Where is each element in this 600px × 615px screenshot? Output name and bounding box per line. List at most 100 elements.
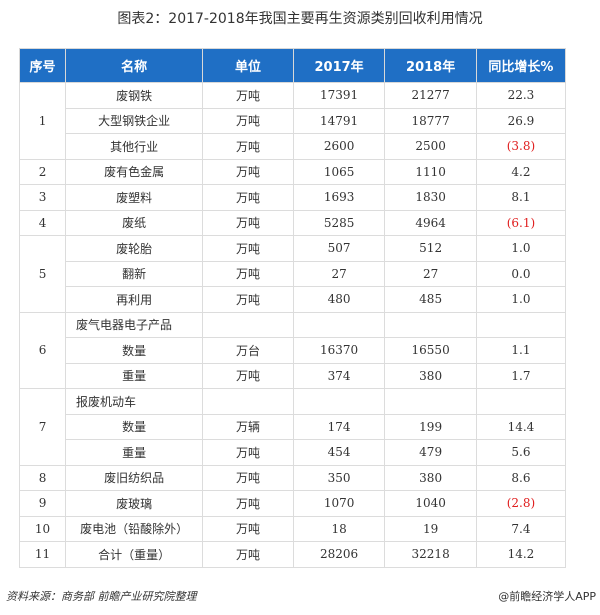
cell-name: 重量 [65,439,204,466]
cell-y2017: 1065 [292,158,386,185]
cell-y2017: 16370 [292,337,386,364]
cell-unit: 万吨 [202,158,294,185]
cell-growth: 22.3 [475,82,567,109]
cell-unit [202,311,294,338]
cell-name: 重量 [65,362,204,389]
cell-name: 废钢铁 [65,82,204,109]
cell-name: 废塑料 [65,184,204,211]
table-row: 7 报废机动车 [18,388,567,466]
cell-growth: (6.1) [475,209,567,236]
cell-name: 报废机动车 [65,388,204,415]
cell-y2018: 380 [384,362,477,389]
cell-growth: (2.8) [475,490,567,517]
cell-y2017: 1070 [292,490,386,517]
cell-y2018: 19 [384,515,477,542]
cell-name: 废气电器电子产品 [65,311,204,338]
cell-growth: 14.4 [475,413,567,440]
column-header: 同比增长% [475,48,567,83]
row-number: 4 [18,209,67,236]
cell-y2018: 199 [384,413,477,440]
cell-y2018: 1040 [384,490,477,517]
table-row: 3 废塑料 万吨 1693 1830 8.1 [18,184,567,211]
cell-y2017: 1693 [292,184,386,211]
cell-unit [202,388,294,415]
column-header: 名称 [65,48,204,83]
cell-growth: 8.6 [475,464,567,491]
row-number: 7 [18,388,67,466]
cell-y2017: 454 [292,439,386,466]
cell-y2018: 32218 [384,541,477,568]
cell-name: 数量 [65,337,204,364]
table-row: 2 废有色金属 万吨 1065 1110 4.2 [18,158,567,185]
cell-y2018: 485 [384,286,477,313]
cell-growth [475,388,567,415]
cell-unit: 万吨 [202,235,294,262]
cell-name: 再利用 [65,286,204,313]
cell-unit: 万吨 [202,286,294,313]
cell-unit: 万吨 [202,260,294,287]
table-row: 4 废纸 万吨 5285 4964 (6.1) [18,209,567,236]
cell-name: 合计（重量） [65,541,204,568]
cell-unit: 万吨 [202,184,294,211]
cell-growth: 1.0 [475,235,567,262]
cell-unit: 万吨 [202,490,294,517]
cell-y2018 [384,388,477,415]
figure-title: 图表2：2017-2018年我国主要再生资源类别回收利用情况 [117,11,483,27]
cell-name: 废纸 [65,209,204,236]
row-number: 2 [18,158,67,185]
cell-unit: 万吨 [202,464,294,491]
cell-name: 废轮胎 [65,235,204,262]
table-row: 重量 万吨 374 380 1.7 [20,362,567,389]
table-row: 其他行业 万吨 2600 2500 (3.8) [20,133,567,160]
row-number: 1 [18,82,67,160]
cell-growth: 1.0 [475,286,567,313]
table-row: 5 废轮胎 万吨 507 512 1.0 [18,235,567,313]
cell-y2017: 14791 [292,107,386,134]
cell-y2017 [292,311,386,338]
cell-name: 翻新 [65,260,204,287]
column-header: 2018年 [384,48,477,83]
cell-y2017: 18 [292,515,386,542]
cell-y2017: 5285 [292,209,386,236]
cell-y2018: 380 [384,464,477,491]
cell-unit: 万吨 [202,107,294,134]
table-row: 大型钢铁企业 万吨 14791 18777 26.9 [20,107,567,134]
column-header: 序号 [18,48,67,83]
cell-y2018: 18777 [384,107,477,134]
cell-growth: 14.2 [475,541,567,568]
cell-growth: 7.4 [475,515,567,542]
table-header: 序号 名称 单位 2017年 2018年 同比增长% [18,48,567,83]
cell-unit: 万吨 [202,362,294,389]
row-number: 6 [18,311,67,389]
cell-y2018: 479 [384,439,477,466]
cell-name: 数量 [65,413,204,440]
cell-growth: 5.6 [475,439,567,466]
cell-name: 废旧纺织品 [65,464,204,491]
cell-name: 其他行业 [65,133,204,160]
cell-unit: 万吨 [202,209,294,236]
cell-growth: 26.9 [475,107,567,134]
row-number: 11 [18,541,67,568]
column-header: 单位 [202,48,294,83]
table-row: 10 废电池（铅酸除外） 万吨 18 19 7.4 [18,515,567,542]
cell-y2018: 21277 [384,82,477,109]
cell-growth: 8.1 [475,184,567,211]
table-row: 11 合计（重量） 万吨 28206 32218 14.2 [18,541,567,568]
cell-unit: 万吨 [202,82,294,109]
table-row: 重量 万吨 454 479 5.6 [20,439,567,466]
row-number: 8 [18,464,67,491]
table-row: 8 废旧纺织品 万吨 350 380 8.6 [18,464,567,491]
cell-growth [475,311,567,338]
cell-unit: 万台 [202,337,294,364]
brand-watermark: @前瞻经济学人APP [498,590,596,603]
cell-growth: 0.0 [475,260,567,287]
cell-name: 废电池（铅酸除外） [65,515,204,542]
cell-y2017: 480 [292,286,386,313]
row-number: 5 [18,235,67,313]
cell-y2017: 507 [292,235,386,262]
cell-name: 废有色金属 [65,158,204,185]
table-row: 数量 万台 16370 16550 1.1 [20,337,567,364]
row-number: 9 [18,490,67,517]
cell-y2017: 374 [292,362,386,389]
cell-y2017 [292,388,386,415]
